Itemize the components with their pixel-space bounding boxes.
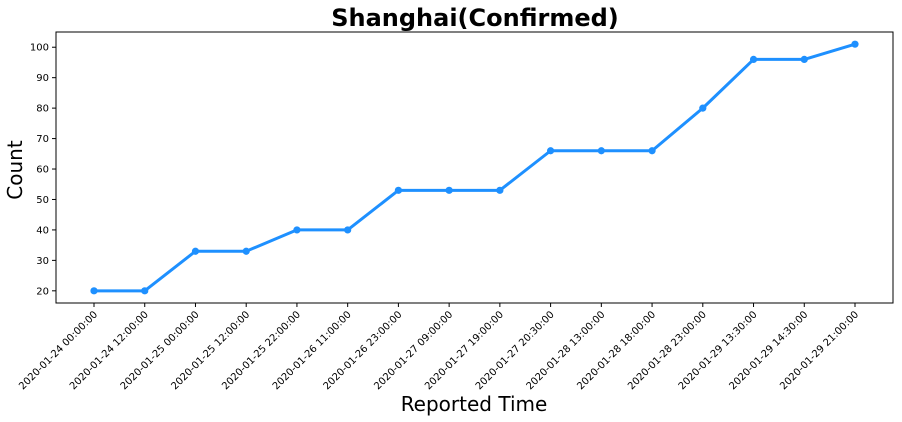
data-point <box>191 247 200 255</box>
y-tick-label: 40 <box>36 225 49 236</box>
chart-title: Shanghai(Confirmed) <box>331 4 619 32</box>
data-point <box>749 55 758 64</box>
series-line <box>92 42 857 293</box>
data-point <box>800 55 808 64</box>
y-tick-label: 80 <box>36 104 49 115</box>
data-point <box>699 104 707 112</box>
series-confirmed <box>90 40 859 295</box>
data-point <box>445 186 453 194</box>
data-point <box>496 186 504 194</box>
data-point <box>394 186 402 194</box>
y-axis-label: Count <box>3 140 27 200</box>
data-point <box>90 287 98 295</box>
y-tick-label: 100 <box>30 43 49 54</box>
data-point <box>547 147 555 155</box>
data-point <box>597 147 605 155</box>
data-point <box>293 226 301 234</box>
plot-area <box>55 31 894 304</box>
x-axis-label: Reported Time <box>401 392 548 416</box>
y-axis: 20 30 40 50 60 70 80 90 100 <box>30 43 56 297</box>
y-tick-label: 70 <box>36 134 49 145</box>
y-tick-label: 90 <box>36 73 49 84</box>
y-tick-label: 50 <box>36 195 49 206</box>
y-tick-label: 20 <box>36 286 49 297</box>
data-point <box>648 147 656 155</box>
y-tick-label: 30 <box>36 256 49 267</box>
data-point <box>141 287 149 295</box>
data-point <box>242 247 250 255</box>
data-point <box>344 226 352 234</box>
data-point <box>851 40 859 48</box>
y-tick-label: 60 <box>36 165 49 176</box>
